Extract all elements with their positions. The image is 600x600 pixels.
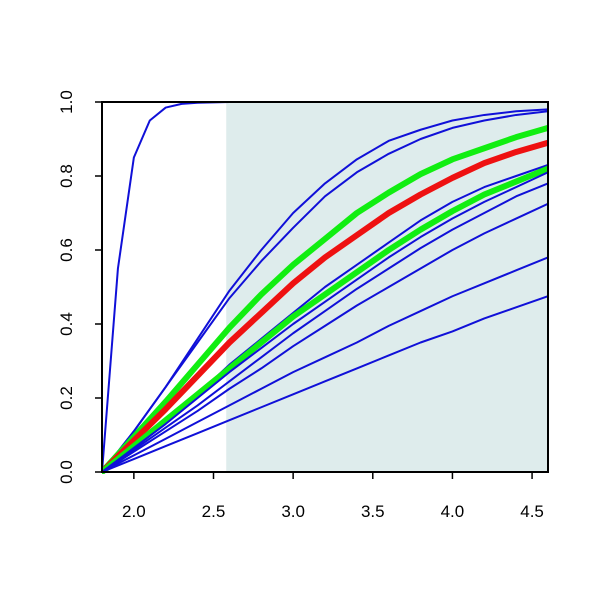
x-tick-label-1: 2.5: [202, 502, 226, 521]
series-line-3-blue: [102, 110, 548, 473]
x-tick-label-5: 4.5: [520, 502, 544, 521]
axes-layer: 2.0 2.5 3.0 3.5 4.0 4.5 0.0 0.2 0.4 0.6 0.8 1.0: [57, 90, 549, 521]
x-tick-label-4: 4.0: [441, 502, 465, 521]
series-line-11-blue: [102, 256, 548, 473]
y-tick-label-5: 1.0: [57, 90, 76, 114]
plot-frame: [101, 101, 549, 473]
x-tick-label-3: 3.5: [361, 502, 385, 521]
y-tick-label-0: 0.0: [57, 460, 76, 484]
x-tick-label-0: 2.0: [122, 502, 146, 521]
series-line-12-blue: [102, 295, 548, 473]
x-tick-label-2: 3.0: [281, 502, 305, 521]
series-layer: [102, 101, 548, 474]
y-tick-label-2: 0.4: [57, 312, 76, 336]
series-line-9-blue: [102, 182, 548, 473]
series-line-7-green: [102, 165, 548, 474]
series-line-8-blue: [102, 171, 548, 473]
series-line-10-blue: [102, 202, 548, 473]
series-line-5-red: [102, 139, 548, 474]
y-tick-label-3: 0.6: [57, 238, 76, 262]
y-tick-label-1: 0.2: [57, 386, 76, 410]
series-line-4-green: [102, 124, 548, 474]
y-tick-label-4: 0.8: [57, 164, 76, 188]
